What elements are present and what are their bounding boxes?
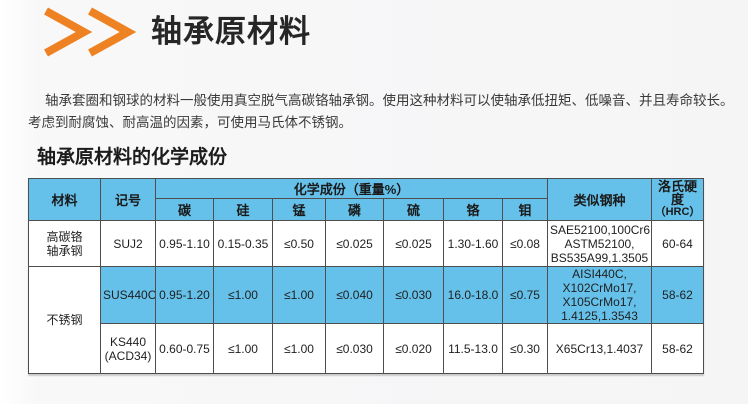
cell-sulfur: ≤0.030 [383, 266, 444, 324]
cell-carbon: 0.95-1.10 [155, 220, 214, 267]
hardness-label-line2: （HRC） [654, 206, 701, 218]
col-header-hardness: 洛氏硬度 （HRC） [651, 178, 704, 221]
col-header-silicon: 硅 [213, 198, 273, 221]
double-chevron-right-icon [44, 7, 136, 57]
cell-symbol: KS440 (ACD34) [100, 323, 156, 374]
col-header-sulfur: 硫 [383, 198, 444, 221]
similar-line: X102CrMo17, [562, 281, 637, 295]
cell-silicon: 0.15-0.35 [213, 220, 273, 267]
cell-hardness: 58-62 [651, 323, 704, 374]
similar-line: BS535A99,1.3505 [550, 250, 649, 265]
intro-line-1: 轴承套圈和钢球的材料一般使用真空脱气高碳铬轴承钢。使用这种材料可以使轴承低扭矩、… [45, 93, 734, 108]
col-header-symbol: 记号 [100, 178, 156, 221]
similar-line: X105CrMo17, [562, 295, 637, 309]
intro-line-2: 考虑到耐腐蚀、耐高温的因素，可使用马氏体不锈钢。 [28, 115, 352, 130]
cell-molybdenum: ≤0.08 [502, 220, 548, 267]
hardness-label-line1: 洛氏硬度 [657, 179, 697, 207]
cell-silicon: ≤1.00 [213, 266, 273, 324]
col-header-manganese: 锰 [272, 198, 326, 221]
cell-carbon: 0.95-1.20 [155, 266, 214, 324]
cell-similar-steel: SAE52100,100Cr6, ASTM52100, BS535A99,1.3… [547, 220, 652, 267]
page-title: 轴承原材料 [151, 14, 311, 49]
cell-similar-steel: X65Cr13,1.4037 [547, 323, 652, 374]
table-row-highlighted: 不锈钢 SUS440C 0.95-1.20 ≤1.00 ≤1.00 ≤0.040… [28, 266, 704, 374]
similar-line: AISI440C, [572, 267, 627, 282]
cell-phosphorus: ≤0.040 [325, 266, 384, 324]
header-row-group: 材料 记号 化学成份（重量%） 类似钢种 洛氏硬度 （HRC） [28, 178, 704, 221]
similar-line: ASTM52100, [564, 236, 635, 251]
table-row: KS440 (ACD34) 0.60-0.75 ≤1.00 ≤1.00 ≤0.0… [29, 323, 704, 374]
cell-manganese: ≤0.50 [272, 220, 326, 267]
col-header-carbon: 碳 [155, 198, 214, 221]
cell-sulfur: ≤0.025 [383, 220, 444, 267]
cell-chromium: 11.5-13.0 [443, 323, 503, 374]
cell-molybdenum: ≤0.30 [502, 323, 548, 374]
col-header-chem-group: 化学成份（重量%） [155, 178, 548, 199]
section-title: 轴承原材料的化学成份 [37, 147, 228, 168]
col-header-material: 材料 [28, 178, 101, 221]
header-row-elements: 碳 硅 锰 磷 硫 铬 钼 [29, 198, 704, 221]
similar-line: X65Cr13,1.4037 [555, 341, 644, 356]
symbol-line: (ACD34) [104, 348, 152, 363]
page-header: 轴承原材料 [40, 6, 311, 58]
cell-material: 高碳铬 轴承钢 [28, 220, 101, 267]
cell-similar-steel: AISI440C, X102CrMo17, X105CrMo17, 1.4125… [547, 266, 652, 324]
cell-symbol: SUJ2 [100, 220, 156, 267]
col-header-similar-steel: 类似钢种 [547, 178, 652, 221]
material-line: 高碳铬 [46, 229, 83, 244]
material-line: 轴承钢 [46, 243, 83, 258]
symbol-line: KS440 [109, 334, 147, 349]
table-row: 高碳铬 轴承钢 SUJ2 0.95-1.10 0.15-0.35 ≤0.50 ≤… [28, 220, 704, 267]
cell-hardness: 58-62 [651, 266, 704, 324]
cell-phosphorus: ≤0.030 [325, 323, 384, 374]
cell-hardness: 60-64 [651, 220, 704, 267]
cell-silicon: ≤1.00 [213, 323, 273, 374]
cell-carbon: 0.60-0.75 [155, 323, 214, 374]
cell-manganese: ≤1.00 [272, 266, 326, 324]
similar-line: SAE52100,100Cr6, [550, 222, 652, 237]
cell-phosphorus: ≤0.025 [325, 220, 384, 267]
cell-molybdenum: ≤0.75 [502, 266, 548, 324]
col-header-molybdenum: 钼 [502, 198, 548, 221]
cell-chromium: 16.0-18.0 [443, 266, 503, 324]
chemical-composition-table: 材料 记号 化学成份（重量%） 类似钢种 洛氏硬度 （HRC） 碳 硅 锰 磷 … [28, 178, 704, 374]
cell-chromium: 1.30-1.60 [443, 220, 503, 267]
cell-manganese: ≤1.00 [272, 323, 326, 374]
col-header-chromium: 铬 [443, 198, 503, 221]
col-header-phosphorus: 磷 [325, 198, 384, 221]
cell-material: 不锈钢 [28, 266, 101, 374]
intro-paragraph: 轴承套圈和钢球的材料一般使用真空脱气高碳铬轴承钢。使用这种材料可以使轴承低扭矩、… [28, 90, 734, 134]
cell-sulfur: ≤0.020 [383, 323, 444, 374]
cell-symbol: SUS440C [100, 266, 156, 324]
similar-line: 1.4125,1.3543 [561, 309, 638, 323]
